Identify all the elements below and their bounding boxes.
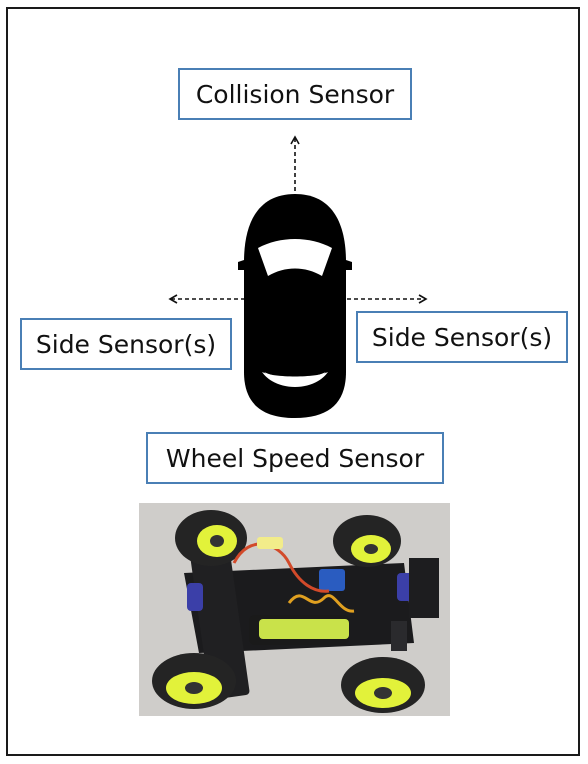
- diagram-frame: [6, 7, 580, 756]
- collision-sensor-label: Collision Sensor: [178, 68, 412, 120]
- rc-car-photo: [139, 503, 450, 716]
- car-top-view-icon: [238, 194, 352, 418]
- side-sensor-right-label: Side Sensor(s): [356, 311, 568, 363]
- wheel-speed-sensor-label: Wheel Speed Sensor: [146, 432, 444, 484]
- side-sensor-left-label: Side Sensor(s): [20, 318, 232, 370]
